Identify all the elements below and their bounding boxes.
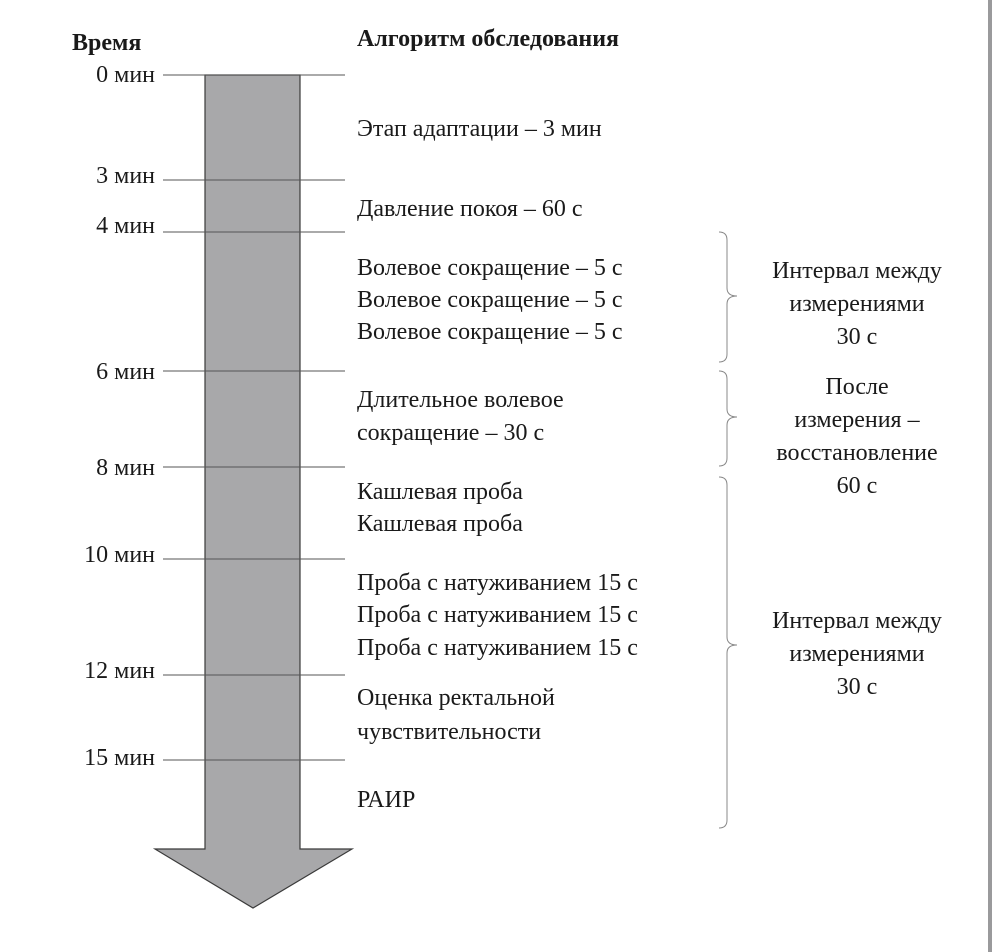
brace [718, 231, 738, 363]
algorithm-header: Алгоритм обследования [357, 26, 619, 52]
step-list: Этап адаптации – 3 мин Давление покоя – … [357, 116, 638, 813]
step-squeeze: Волевое сокращение – 5 с [357, 319, 623, 345]
time-arrow [152, 74, 355, 909]
note-interval: Интервал между [772, 608, 942, 634]
page-edge [988, 0, 992, 952]
time-label: 4 мин [96, 213, 155, 239]
step-rectal-sensitivity: Оценка ректальной [357, 685, 555, 711]
step-long-squeeze: сокращение – 30 с [357, 420, 544, 446]
step-squeeze: Волевое сокращение – 5 с [357, 287, 623, 313]
note-interval: измерениями [789, 291, 924, 317]
time-label: 3 мин [96, 163, 155, 189]
time-label: 12 мин [84, 658, 155, 684]
time-label: 0 мин [96, 62, 155, 88]
step-cough-test: Кашлевая проба [357, 479, 523, 505]
time-label: 15 мин [84, 745, 155, 771]
notes: Интервал между измерениями 30 с После из… [772, 258, 942, 700]
time-label: 8 мин [96, 455, 155, 481]
brace [718, 476, 738, 829]
note-interval: Интервал между [772, 258, 942, 284]
time-label: 10 мин [84, 542, 155, 568]
note-interval: измерениями [789, 641, 924, 667]
step-cough-test: Кашлевая проба [357, 511, 523, 537]
step-long-squeeze: Длительное волевое [357, 387, 564, 413]
note-recovery: восстановление [776, 440, 937, 466]
step-adaptation: Этап адаптации – 3 мин [357, 116, 602, 142]
step-squeeze: Волевое сокращение – 5 с [357, 255, 623, 281]
step-push-test: Проба с натуживанием 15 с [357, 635, 638, 661]
step-rair: РАИР [357, 787, 415, 813]
tick-lines [163, 74, 345, 761]
step-push-test: Проба с натуживанием 15 с [357, 570, 638, 596]
note-interval: 30 с [837, 324, 878, 350]
note-recovery: измерения – [794, 407, 920, 433]
step-rectal-sensitivity: чувствительности [357, 719, 541, 745]
time-header: Время [72, 30, 141, 56]
time-labels: 0 мин 3 мин 4 мин 6 мин 8 мин 10 мин 12 … [84, 62, 155, 771]
step-rest-pressure: Давление покоя – 60 с [357, 196, 583, 222]
note-recovery: После [825, 374, 888, 400]
step-push-test: Проба с натуживанием 15 с [357, 602, 638, 628]
braces [718, 231, 738, 829]
note-recovery: 60 с [837, 473, 878, 499]
time-label: 6 мин [96, 359, 155, 385]
note-interval: 30 с [837, 674, 878, 700]
brace [718, 370, 738, 467]
